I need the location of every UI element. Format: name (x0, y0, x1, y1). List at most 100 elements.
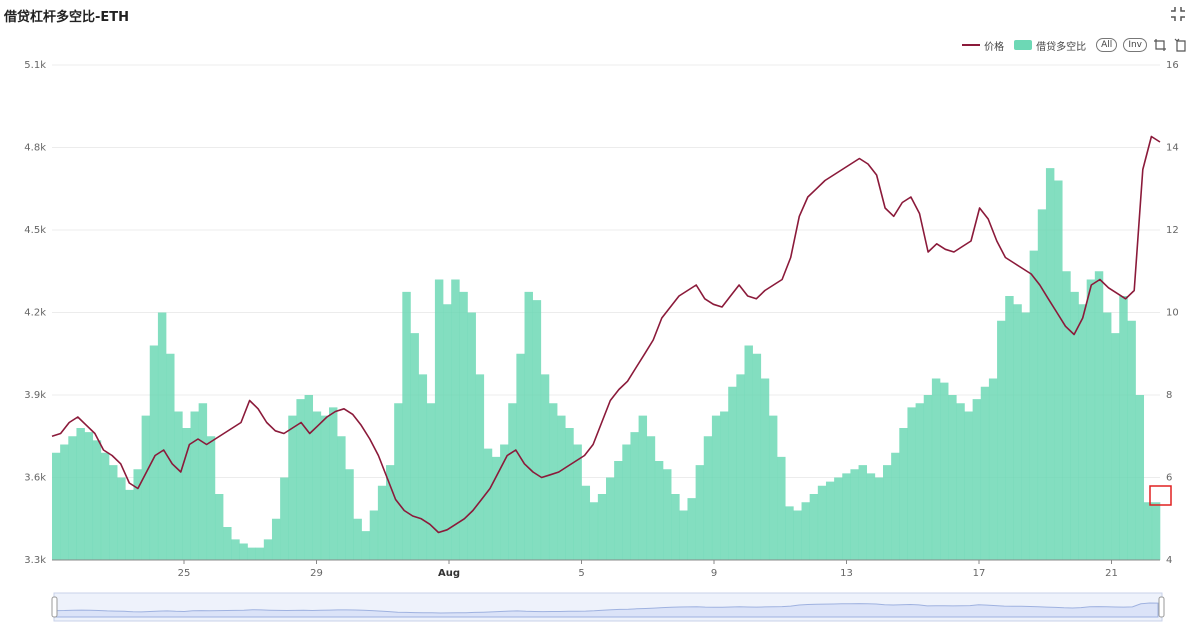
ratio-bar (475, 374, 485, 560)
restore-icon[interactable] (1173, 38, 1187, 52)
ratio-bar (369, 510, 379, 560)
ratio-swatch (1014, 40, 1033, 50)
ratio-bar (434, 279, 444, 560)
ratio-bar (157, 312, 167, 560)
ratio-bar (190, 411, 199, 560)
ratio-bar (768, 415, 778, 560)
ratio-bar (532, 300, 542, 560)
ratio-bar (174, 411, 183, 560)
ratio-bar (386, 465, 395, 560)
x-tick-label: 5 (578, 568, 584, 579)
ratio-bar (720, 411, 729, 560)
x-tick-label: 29 (310, 568, 323, 579)
ratio-bar (589, 502, 599, 560)
legend-item-price[interactable]: 价格 (962, 38, 1004, 53)
ratio-bar (809, 494, 819, 560)
ratio-bar (630, 432, 639, 560)
ratio-bar (964, 411, 973, 560)
ratio-bar (1111, 333, 1120, 560)
ratio-bar (345, 469, 354, 560)
ratio-bar (320, 415, 330, 560)
ratio-bar (312, 411, 322, 560)
ratio-bar (361, 531, 371, 560)
legend-item-ratio[interactable]: 借贷多空比 (1014, 38, 1086, 53)
x-tick-label: 21 (1105, 568, 1118, 579)
ratio-bar (980, 386, 990, 560)
ratio-bar (834, 477, 843, 560)
navigator-handle-left[interactable] (51, 596, 58, 618)
ratio-bar (337, 436, 346, 560)
ratio-bar (1029, 250, 1039, 560)
ratio-bar (825, 481, 835, 560)
ratio-bar (92, 440, 102, 560)
y-right-tick: 6 (1166, 473, 1172, 484)
ratio-bar (206, 436, 216, 560)
legend-ratio-label: 借贷多空比 (1036, 41, 1087, 53)
y-left-tick: 3.9k (24, 390, 46, 401)
navigator[interactable] (51, 592, 1165, 622)
inv-button[interactable]: Inv (1123, 38, 1147, 52)
x-tick-label: 13 (840, 568, 853, 579)
ratio-bar (198, 403, 208, 560)
ratio-bar (459, 291, 468, 560)
highlight-box (1149, 485, 1172, 506)
ratio-bar (125, 489, 134, 560)
ratio-bar (777, 456, 786, 560)
ratio-bar (752, 353, 762, 560)
y-left-tick: 4.5k (24, 225, 46, 236)
ratio-bar (573, 444, 582, 560)
ratio-bar (956, 403, 965, 560)
y-right-tick: 14 (1166, 143, 1179, 154)
ratio-bar (1086, 279, 1096, 560)
ratio-bar (239, 543, 248, 560)
ratio-bar (377, 485, 387, 560)
ratio-bar (540, 374, 550, 560)
ratio-bar (931, 378, 941, 560)
ratio-bar (565, 428, 574, 560)
fullscreen-exit-icon[interactable] (1169, 5, 1187, 23)
ratio-bar (304, 395, 314, 560)
ratio-bar (1062, 271, 1071, 560)
ratio-bar (231, 539, 240, 560)
ratio-bar (899, 428, 908, 560)
ratio-bar (972, 399, 982, 560)
ratio-bar (785, 506, 794, 560)
ratio-bar (850, 469, 859, 560)
ratio-bar (329, 407, 338, 560)
ratio-bar (223, 527, 232, 560)
ratio-bar (948, 395, 957, 560)
ratio-bar (247, 547, 256, 560)
ratio-bar (1143, 502, 1153, 560)
ratio-bar (410, 333, 419, 560)
crop-icon[interactable] (1153, 38, 1167, 52)
price-swatch (962, 44, 981, 46)
ratio-bar (793, 510, 802, 560)
ratio-bar (988, 378, 998, 560)
y-axis-right: 4 6 8 10 12 14 16 (1166, 60, 1179, 566)
price-line (51, 135, 1161, 534)
ratio-bar (76, 428, 85, 560)
y-left-tick: 3.3k (24, 555, 46, 566)
y-left-tick: 3.6k (24, 473, 46, 484)
ratio-bar (744, 345, 753, 560)
ratio-bar (255, 547, 265, 560)
ratio-bar (500, 444, 509, 560)
navigator-handle-right[interactable] (1158, 596, 1165, 618)
y-axis-left: 3.3k 3.6k 3.9k 4.2k 4.5k 4.8k 5.1k (24, 60, 46, 566)
ratio-bar (915, 403, 925, 560)
ratio-bar (271, 518, 281, 560)
ratio-bar (1045, 168, 1055, 560)
ratio-bar (1054, 180, 1063, 560)
ratio-bar (296, 399, 305, 560)
y-left-tick: 4.2k (24, 308, 46, 319)
ratio-bar (997, 320, 1006, 560)
y-right-tick: 16 (1166, 60, 1179, 71)
ratio-bar (703, 436, 713, 560)
all-button[interactable]: All (1096, 38, 1118, 52)
ratio-bar (280, 477, 289, 560)
ratio-bar (149, 345, 159, 560)
ratio-bar (646, 436, 656, 560)
y-right-tick: 10 (1166, 308, 1179, 319)
ratio-bar (923, 395, 933, 560)
y-left-tick: 4.8k (24, 143, 46, 154)
